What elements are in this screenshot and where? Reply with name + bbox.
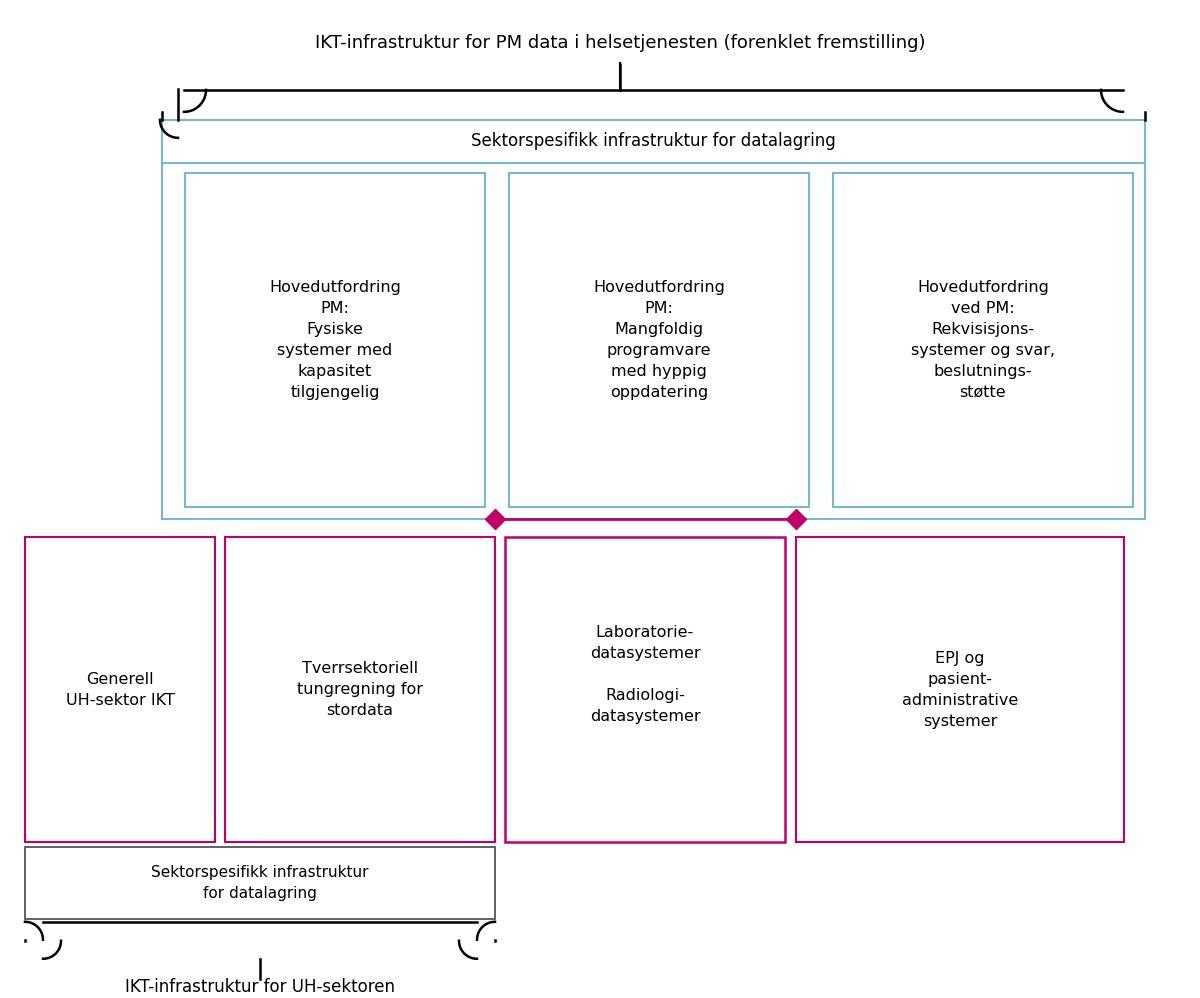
- Text: Hovedutfordring
PM:
Mangfoldig
programvare
med hyppig
oppdatering: Hovedutfordring PM: Mangfoldig programva…: [593, 280, 725, 400]
- FancyBboxPatch shape: [226, 537, 496, 842]
- FancyBboxPatch shape: [162, 120, 1145, 519]
- FancyBboxPatch shape: [505, 537, 785, 842]
- FancyBboxPatch shape: [509, 173, 809, 507]
- Text: Sektorspesifikk infrastruktur
for datalagring: Sektorspesifikk infrastruktur for datala…: [151, 865, 368, 901]
- Text: Laboratorie-
datasystemer

Radiologi-
datasystemer: Laboratorie- datasystemer Radiologi- dat…: [589, 625, 701, 725]
- Text: EPJ og
pasient-
administrative
systemer: EPJ og pasient- administrative systemer: [902, 651, 1018, 729]
- FancyBboxPatch shape: [185, 173, 485, 507]
- FancyBboxPatch shape: [25, 847, 496, 919]
- Text: Sektorspesifikk infrastruktur for datalagring: Sektorspesifikk infrastruktur for datala…: [472, 133, 836, 151]
- FancyBboxPatch shape: [25, 537, 215, 842]
- Text: Hovedutfordring
PM:
Fysiske
systemer med
kapasitet
tilgjengelig: Hovedutfordring PM: Fysiske systemer med…: [269, 280, 401, 400]
- FancyBboxPatch shape: [796, 537, 1124, 842]
- Text: IKT-infrastruktur for PM data i helsetjenesten (forenklet fremstilling): IKT-infrastruktur for PM data i helsetje…: [314, 34, 925, 52]
- Text: Hovedutfordring
ved PM:
Rekvisisjons-
systemer og svar,
beslutnings-
støtte: Hovedutfordring ved PM: Rekvisisjons- sy…: [911, 280, 1055, 400]
- FancyBboxPatch shape: [162, 120, 1145, 163]
- Text: Generell
UH-sektor IKT: Generell UH-sektor IKT: [66, 672, 174, 708]
- Text: IKT-infrastruktur for UH-sektoren: IKT-infrastruktur for UH-sektoren: [125, 978, 395, 996]
- FancyBboxPatch shape: [833, 173, 1133, 507]
- Text: Tverrsektoriell
tungregning for
stordata: Tverrsektoriell tungregning for stordata: [298, 661, 424, 719]
